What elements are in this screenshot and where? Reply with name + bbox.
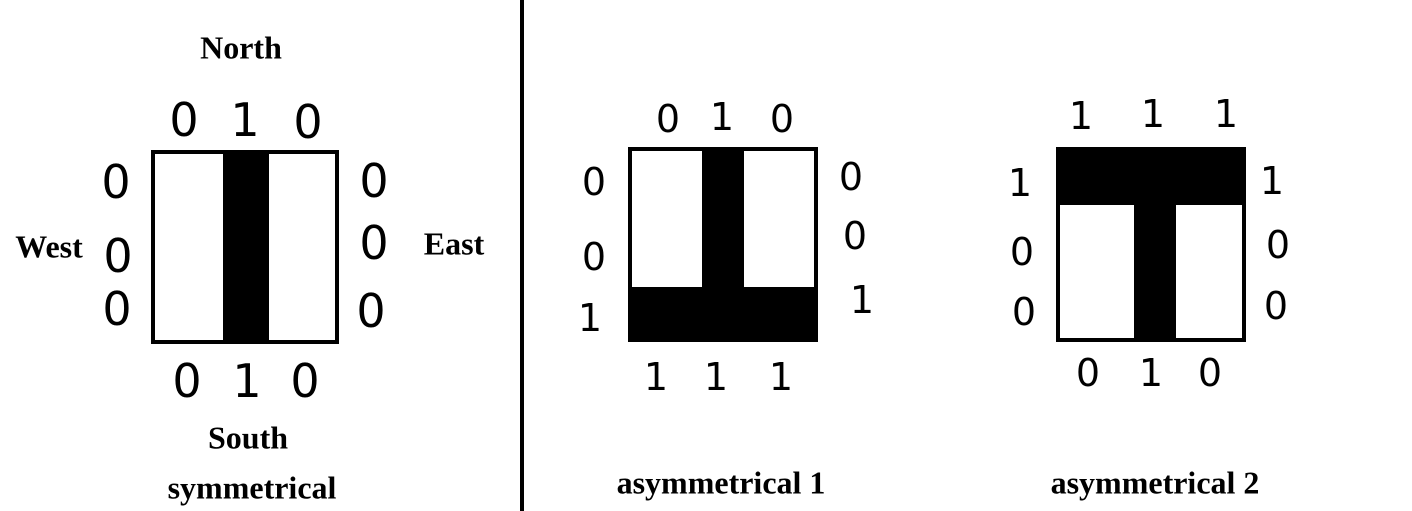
edge-bit: 1 xyxy=(643,355,669,399)
edge-bit: 0 xyxy=(102,282,132,336)
tile-fill-vertical xyxy=(1134,151,1176,338)
tile-fill-vertical xyxy=(223,154,269,340)
edge-bit: 0 xyxy=(655,97,681,141)
edge-bit: 1 xyxy=(232,354,262,408)
edge-bit: 1 xyxy=(230,93,260,147)
edge-bit: 1 xyxy=(768,355,794,399)
tile-symmetrical xyxy=(151,150,339,344)
edge-bit: 1 xyxy=(1140,92,1166,136)
tile-fill-horizontal xyxy=(632,287,814,338)
panel-divider xyxy=(520,0,524,511)
edge-bit: 1 xyxy=(1213,92,1239,136)
east-label: East xyxy=(423,225,485,262)
edge-bit: 0 xyxy=(769,97,795,141)
edge-bit: 0 xyxy=(581,160,607,204)
panel-caption: asymmetrical 2 xyxy=(1050,464,1260,501)
edge-bit: 0 xyxy=(359,154,389,208)
edge-bit: 1 xyxy=(1007,161,1033,205)
west-label: West xyxy=(15,228,83,265)
edge-bit: 0 xyxy=(1197,351,1223,395)
edge-bit: 1 xyxy=(1138,351,1164,395)
edge-bit: 0 xyxy=(169,93,199,147)
edge-bit: 1 xyxy=(577,296,603,340)
panel-caption: symmetrical xyxy=(167,469,337,506)
edge-bit: 0 xyxy=(359,216,389,270)
tile-asymmetrical-2 xyxy=(1056,147,1246,342)
edge-bit: 0 xyxy=(290,354,320,408)
panel-caption: asymmetrical 1 xyxy=(616,464,826,501)
edge-bit: 0 xyxy=(838,155,864,199)
edge-bit: 0 xyxy=(1263,284,1289,328)
edge-bit: 0 xyxy=(293,95,323,149)
edge-bit: 1 xyxy=(849,278,875,322)
edge-bit: 1 xyxy=(1068,94,1094,138)
edge-bit: 0 xyxy=(356,284,386,338)
edge-bit: 0 xyxy=(1011,290,1037,334)
edge-bit: 0 xyxy=(1075,351,1101,395)
edge-bit: 1 xyxy=(703,355,729,399)
edge-bit: 0 xyxy=(101,155,131,209)
south-label: South xyxy=(207,419,289,456)
north-label: North xyxy=(200,29,282,66)
edge-bit: 0 xyxy=(172,354,202,408)
edge-bit: 1 xyxy=(709,95,735,139)
edge-bit: 1 xyxy=(1259,159,1285,203)
edge-bit: 0 xyxy=(1265,223,1291,267)
tile-asymmetrical-1 xyxy=(628,147,818,342)
edge-bit: 0 xyxy=(1009,230,1035,274)
edge-bit: 0 xyxy=(581,235,607,279)
edge-bit: 0 xyxy=(842,214,868,258)
edge-bit: 0 xyxy=(103,229,133,283)
